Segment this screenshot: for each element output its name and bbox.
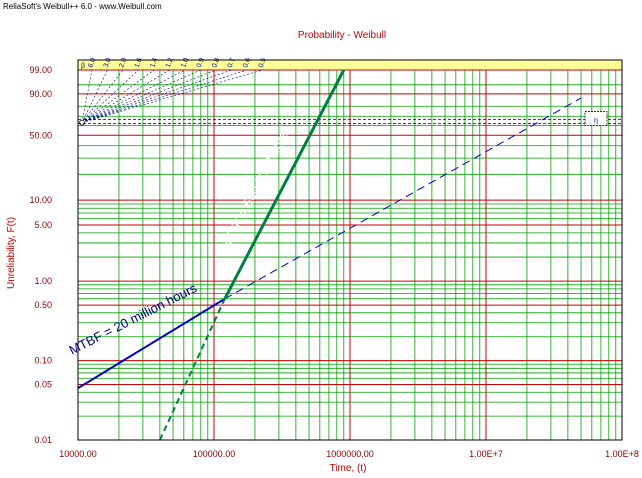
- beta-scale-label: 1.4: [149, 57, 159, 69]
- app-watermark: ReliaSoft's Weibull++ 6.0 - www.Weibull.…: [3, 2, 162, 11]
- beta-scale-label: 6.0: [87, 57, 97, 69]
- beta-scale-label: 0.7: [227, 57, 237, 69]
- beta-ray-line: [81, 69, 139, 123]
- eta-label-box: [584, 111, 608, 127]
- x-axis-label: Time, (t): [330, 463, 367, 474]
- beta-ray-line: [81, 69, 170, 123]
- x-tick-label: 1.00E+8: [605, 449, 639, 459]
- plot-area: 10000.00 100000.00 1000000.00 1.00E+7 1.00E+…: [29, 57, 638, 459]
- beta-ray-line: [81, 69, 186, 123]
- series-line-segment: [158, 298, 226, 441]
- beta-scale-label: 1.0: [180, 57, 190, 69]
- y-tick-label: 0.01: [34, 435, 52, 445]
- y-tick-label: 1.00: [34, 276, 52, 286]
- beta-scale-band: [78, 60, 622, 70]
- series-line-segment: [77, 297, 226, 390]
- x-tick-label: 1.00E+7: [469, 449, 503, 459]
- series-line-segment: [224, 97, 582, 300]
- y-tick-label: 90.00: [29, 89, 52, 99]
- beta-ray-line: [81, 69, 232, 123]
- y-tick-label: 50.00: [29, 130, 52, 140]
- beta-ray-line: [81, 69, 155, 123]
- beta-scale-label: 3.0: [103, 57, 113, 69]
- y-tick-label: 5.00: [34, 220, 52, 230]
- y-tick-label: 0.05: [34, 380, 52, 390]
- y-axis-label: Unreliability, F(t): [6, 217, 17, 289]
- beta-ray-line: [81, 69, 108, 123]
- beta-scale-label: 0.5: [258, 57, 268, 69]
- series-line-segment: [223, 69, 346, 300]
- beta-ray-line: [81, 69, 124, 123]
- beta-ray-line: [81, 69, 248, 123]
- beta-ray-line: [81, 69, 263, 123]
- x-tick-label: 10000.00: [59, 449, 97, 459]
- y-tick-label: 10.00: [29, 195, 52, 205]
- beta-scale-label: 0.8: [211, 57, 221, 69]
- chart-title: Probability - Weibull: [298, 30, 386, 41]
- y-tick-label: 99.00: [29, 65, 52, 75]
- beta-symbol: β: [81, 63, 85, 70]
- eta-label: η: [594, 118, 598, 125]
- beta-ray-line: [81, 69, 201, 123]
- plot-frame: [77, 59, 623, 441]
- y-tick-label: 0.50: [34, 300, 52, 310]
- beta-pivot-marker: [79, 119, 85, 126]
- beta-scale-label: 0.6: [242, 57, 252, 69]
- x-tick-label: 1000000.00: [326, 449, 374, 459]
- beta-scale-label: 1.6: [134, 57, 144, 69]
- x-tick-label: 100000.00: [193, 449, 236, 459]
- beta-scale-label: 0.9: [196, 57, 206, 69]
- y-tick-label: 0.10: [34, 356, 52, 366]
- beta-scale-label: 1.2: [165, 57, 175, 69]
- beta-scale-label: 2.0: [118, 57, 128, 69]
- beta-ray-line: [81, 69, 93, 123]
